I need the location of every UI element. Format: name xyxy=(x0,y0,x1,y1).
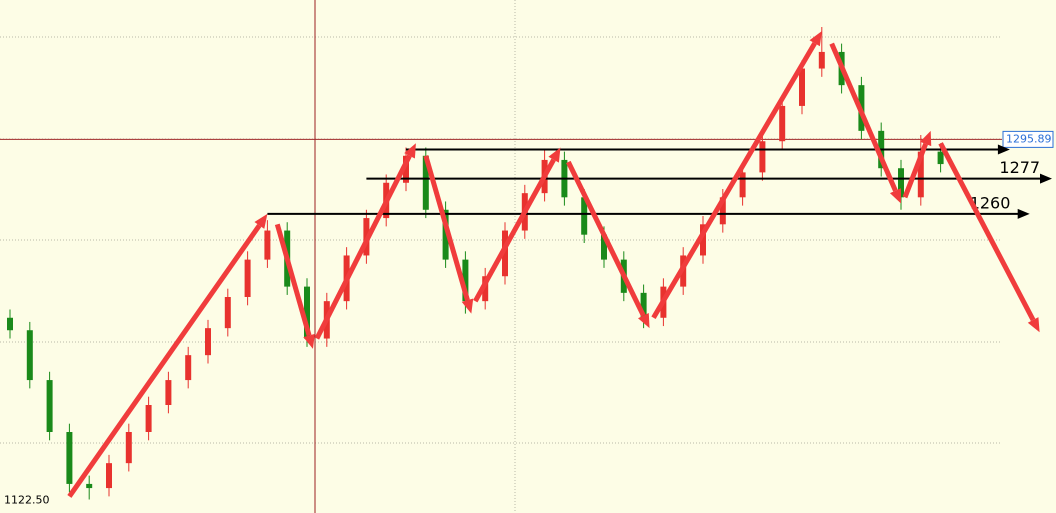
candle-body xyxy=(205,328,211,356)
candle-body xyxy=(739,172,746,198)
trend-arrowhead xyxy=(303,333,315,349)
candle-body xyxy=(640,292,647,318)
trend-arrowhead xyxy=(889,188,901,204)
candle-body xyxy=(917,151,924,198)
candle-body xyxy=(759,141,766,173)
candle-body xyxy=(937,151,944,165)
price-tag: 1295.89 xyxy=(1006,132,1052,145)
trend-arrowhead xyxy=(548,147,561,163)
candle-body xyxy=(403,155,409,183)
trend-arrow xyxy=(566,160,646,317)
candle-body xyxy=(26,330,33,381)
trend-arrowhead xyxy=(404,143,416,159)
candle-body xyxy=(125,432,132,464)
candle-body xyxy=(165,380,172,405)
candle-body xyxy=(799,68,805,106)
candle-body xyxy=(898,168,904,198)
trend-arrowhead xyxy=(638,312,650,329)
trend-arrow xyxy=(314,154,412,340)
candle-body xyxy=(818,51,825,69)
level-arrowhead xyxy=(1017,208,1030,219)
price-tag-box xyxy=(1002,130,1054,148)
level-label: 1260 xyxy=(970,193,1011,212)
trend-arrow xyxy=(938,142,1036,322)
candle-body xyxy=(7,317,13,331)
candle-body xyxy=(145,405,152,432)
candle-body xyxy=(700,224,706,256)
trend-arrow xyxy=(651,41,817,320)
trend-arrowhead xyxy=(254,213,268,229)
candle-body xyxy=(719,197,726,225)
candle-body xyxy=(304,286,310,339)
trend-arrow xyxy=(274,223,312,337)
candle-body xyxy=(66,432,73,484)
trend-arrow xyxy=(829,42,898,192)
level-arrowhead xyxy=(997,144,1010,155)
level-label: 1277 xyxy=(999,158,1040,177)
candle-body xyxy=(244,259,251,297)
candle-body xyxy=(46,380,53,432)
trend-arrowhead xyxy=(809,31,822,47)
grid xyxy=(0,0,1000,513)
trend-arrow xyxy=(902,142,928,199)
candle-body xyxy=(601,234,607,260)
trend-arrowhead xyxy=(920,130,932,147)
trend-arrowhead xyxy=(461,298,474,314)
candle-body xyxy=(779,105,786,142)
candle-body xyxy=(442,209,449,260)
candle-body xyxy=(581,197,588,235)
trend-arrowhead xyxy=(1027,317,1040,333)
candle-body xyxy=(422,155,429,210)
candle-body xyxy=(482,276,489,302)
level-arrowhead xyxy=(1040,173,1052,184)
trend-arrow xyxy=(67,223,262,498)
low-price-label: 1122.50 xyxy=(4,494,50,507)
candle-body xyxy=(86,483,93,489)
candle-body xyxy=(462,259,469,302)
candle-body xyxy=(106,463,112,489)
trend-arrow xyxy=(473,158,556,303)
candle-body xyxy=(502,230,508,277)
candle-body xyxy=(185,355,192,381)
trend-arrow xyxy=(423,155,470,301)
candle-body xyxy=(264,230,271,260)
candle-body xyxy=(224,297,231,329)
